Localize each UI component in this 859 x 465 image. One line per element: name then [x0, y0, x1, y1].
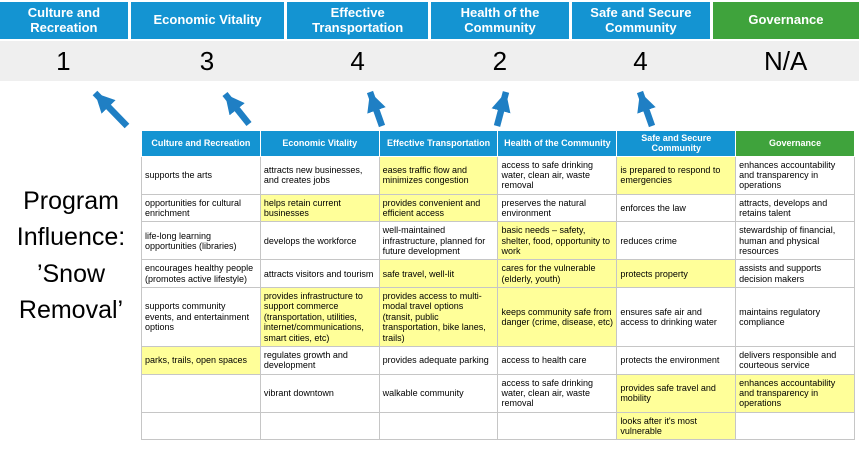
score-economic-vitality: 3 [199, 45, 215, 76]
matrix-cell: access to safe drinking water, clean air… [497, 155, 618, 195]
matrix-cell [378, 411, 499, 441]
matrix-cell-highlighted: provides convenient and efficient access [378, 193, 499, 223]
score-health-community: 2 [492, 45, 508, 76]
matrix-header-0: Culture and Recreation [141, 130, 261, 157]
matrix-cell: provides adequate parking [378, 345, 499, 375]
matrix-cell [141, 411, 261, 441]
program-influence-label: Program Influence: ’Snow Removal’ [16, 187, 126, 324]
matrix-cell-highlighted: keeps community safe from danger (crime,… [497, 287, 618, 347]
matrix-header-1: Economic Vitality [259, 130, 380, 157]
matrix-cell-highlighted: looks after it's most vulnerable [616, 411, 737, 441]
scoreboard-header-governance: Governance [712, 2, 859, 39]
matrix-cell: life-long learning opportunities (librar… [141, 221, 261, 261]
matrix-cell-highlighted: basic needs – safety, shelter, food, opp… [497, 221, 618, 261]
matrix-cell: supports the arts [141, 155, 261, 195]
matrix-header-2: Effective Transportation [378, 130, 499, 157]
matrix-cell [735, 411, 855, 441]
matrix-cell: maintains regulatory compliance [735, 287, 855, 347]
matrix-cell: reduces crime [616, 221, 737, 261]
scoreboard-header-effective-transportation: Effective Transportation [287, 2, 428, 39]
matrix-cell-highlighted: helps retain current businesses [259, 193, 380, 223]
up-arrow-economic [222, 91, 252, 127]
matrix-row: life-long learning opportunities (librar… [141, 221, 855, 261]
matrix-row: looks after it's most vulnerable [141, 411, 855, 441]
scoreboard-header-culture-recreation: Culture and Recreation [0, 2, 128, 39]
matrix-cell: opportunities for cultural enrichment [141, 193, 261, 223]
matrix-row: encourages healthy people (promotes acti… [141, 259, 855, 289]
matrix-cell: develops the workforce [259, 221, 380, 261]
matrix-cell [259, 411, 380, 441]
matrix-cell-highlighted: protects property [616, 259, 737, 289]
matrix-row: opportunities for cultural enrichment hel… [141, 193, 855, 223]
matrix-header-row: Culture and Recreation Economic Vitality E… [141, 130, 855, 157]
matrix-cell: encourages healthy people (promotes acti… [141, 259, 261, 289]
matrix-cell: stewardship of financial, human and phys… [735, 221, 855, 261]
matrix-cell: vibrant downtown [259, 373, 380, 413]
matrix-header-4: Safe and Secure Community [616, 130, 737, 157]
scoreboard-headers: Culture and Recreation Economic Vitality… [0, 2, 859, 39]
matrix-cell: access to safe drinking water, clean air… [497, 373, 618, 413]
up-arrow-health [491, 91, 511, 127]
score-governance: N/A [763, 45, 808, 76]
matrix-cell: supports community events, and entertain… [141, 287, 261, 347]
scoreboard-header-economic-vitality: Economic Vitality [130, 2, 285, 39]
matrix-row: supports community events, and entertain… [141, 287, 855, 347]
matrix-cell: ensures safe air and access to drinking … [616, 287, 737, 347]
matrix-cell-highlighted: enhances accountability and transparency… [735, 373, 855, 413]
matrix-cell: attracts new businesses, and creates job… [259, 155, 380, 195]
scoreboard-header-health-community: Health of the Community [431, 2, 569, 39]
matrix-cell-highlighted: provides access to multi-modal travel op… [378, 287, 499, 347]
matrix-cell-highlighted: cares for the vulnerable (elderly, youth… [497, 259, 618, 289]
matrix-cell-highlighted: is prepared to respond to emergencies [616, 155, 737, 195]
matrix-row: parks, trails, open spaces regulates grow… [141, 345, 855, 375]
scoreboard-scores: 1 3 4 2 4 N/A [0, 41, 859, 81]
up-arrow-transportation [366, 90, 386, 128]
matrix-cell: walkable community [378, 373, 499, 413]
score-safe-secure-community: 4 [633, 45, 648, 76]
matrix-cell: enforces the law [616, 193, 737, 223]
matrix-cell: attracts visitors and tourism [259, 259, 380, 289]
influence-matrix: Culture and Recreation Economic Vitality E… [141, 130, 855, 441]
matrix-row: supports the arts attracts new businesses… [141, 155, 855, 195]
matrix-cell-highlighted: provides safe travel and mobility [616, 373, 737, 413]
up-arrow-safe-secure [636, 90, 656, 128]
matrix-cell-highlighted: eases traffic flow and minimizes congest… [378, 155, 499, 195]
matrix-cell: assists and supports decision makers [735, 259, 855, 289]
up-arrow-culture [92, 90, 130, 129]
matrix-cell: delivers responsible and courteous servi… [735, 345, 855, 375]
score-effective-transportation: 4 [350, 45, 365, 76]
scoreboard-header-safe-secure-community: Safe and Secure Community [571, 2, 710, 39]
matrix-cell-highlighted: safe travel, well-lit [378, 259, 499, 289]
matrix-row: vibrant downtown walkable community access… [141, 373, 855, 413]
matrix-cell: attracts, develops and retains talent [735, 193, 855, 223]
matrix-header-5: Governance [735, 130, 855, 157]
matrix-cell: regulates growth and development [259, 345, 380, 375]
matrix-cell-highlighted: provides infrastructure to support comme… [259, 287, 380, 347]
matrix-cell: well-maintained infrastructure, planned … [378, 221, 499, 261]
matrix-cell: preserves the natural environment [497, 193, 618, 223]
influence-arrows [92, 90, 656, 129]
matrix-cell: access to health care [497, 345, 618, 375]
matrix-cell: enhances accountability and transparency… [735, 155, 855, 195]
score-culture-recreation: 1 [56, 45, 71, 76]
matrix-cell [497, 411, 618, 441]
matrix-cell: protects the environment [616, 345, 737, 375]
matrix-cell-highlighted: parks, trails, open spaces [141, 345, 261, 375]
matrix-cell [141, 373, 261, 413]
matrix-header-3: Health of the Community [497, 130, 618, 157]
